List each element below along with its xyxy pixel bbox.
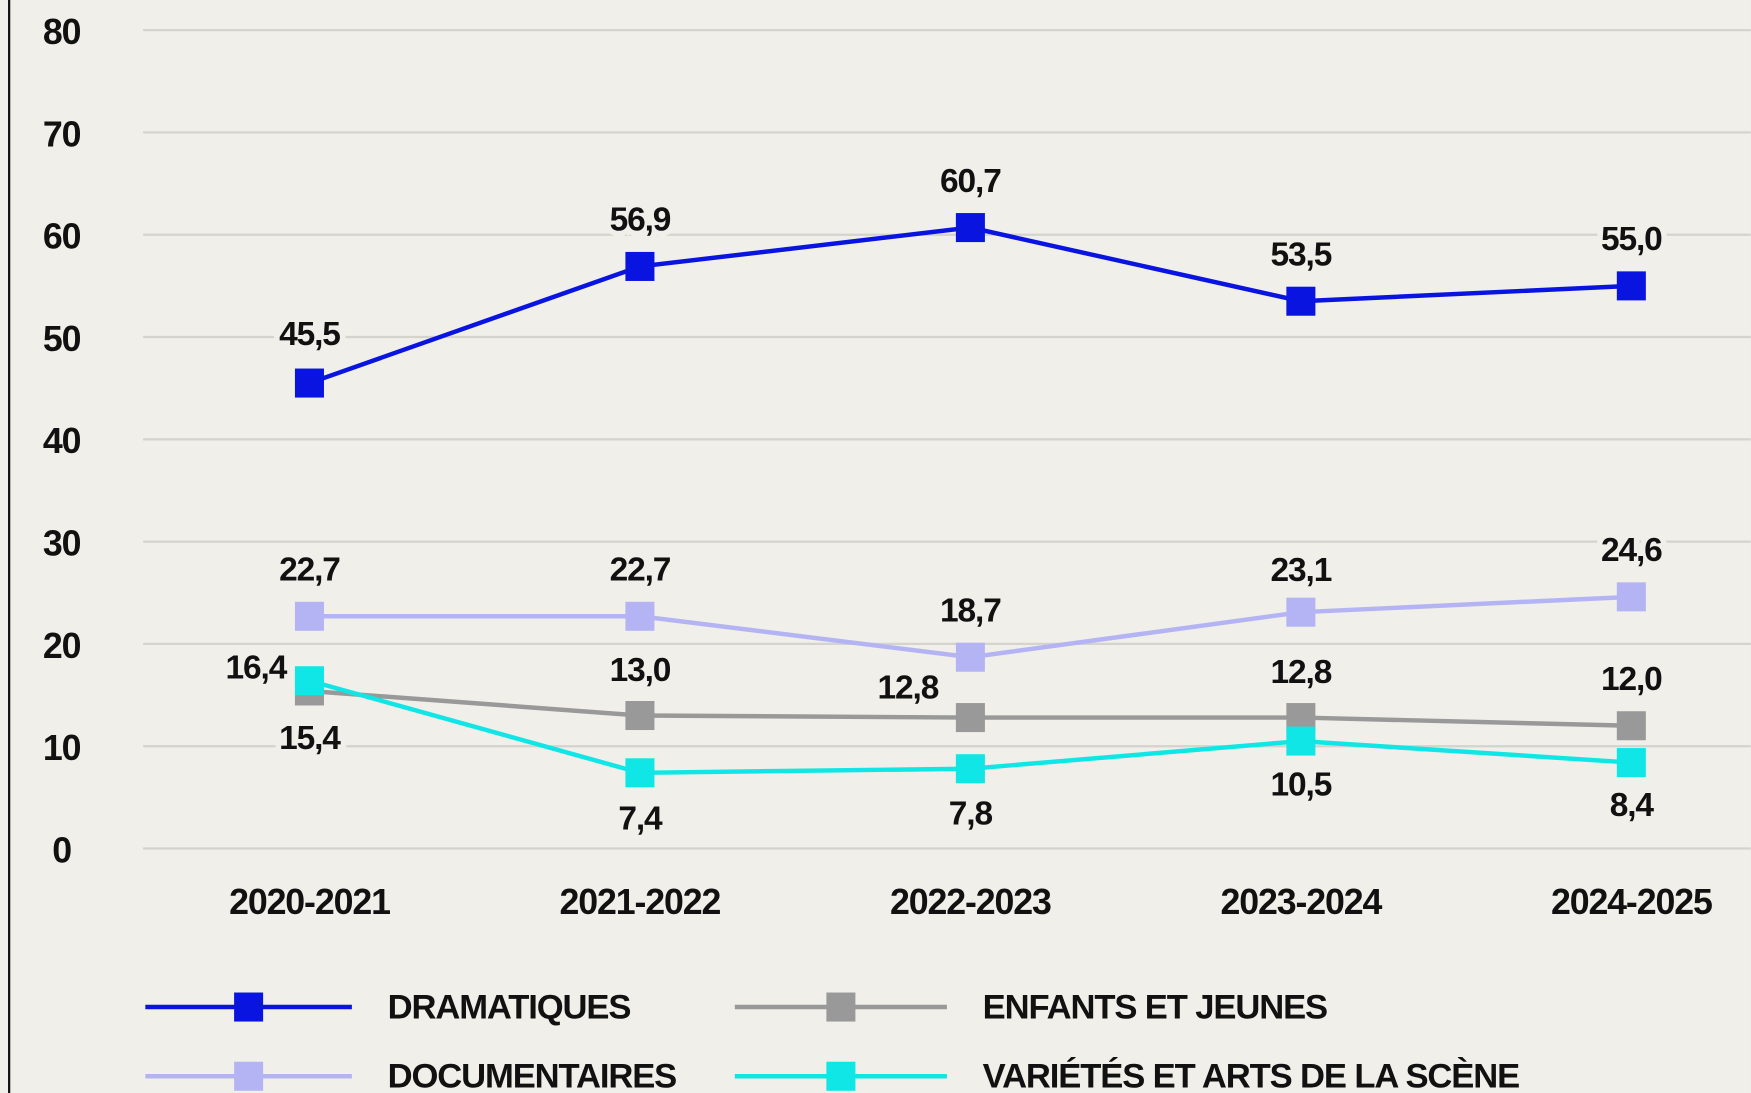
x-tick-label: 2021-2022 bbox=[560, 882, 721, 922]
legend-label: ENFANTS ET JEUNES bbox=[983, 988, 1327, 1026]
marker bbox=[625, 758, 655, 788]
x-tick-label: 2022-2023 bbox=[890, 882, 1051, 922]
value-label: 13,0 bbox=[610, 652, 671, 689]
x-tick-label: 2020-2021 bbox=[229, 882, 390, 922]
y-tick-label: 80 bbox=[43, 12, 81, 52]
marker bbox=[625, 701, 655, 731]
legend-marker bbox=[234, 1061, 264, 1091]
value-label: 53,5 bbox=[1271, 236, 1332, 273]
y-tick-label: 40 bbox=[43, 421, 81, 461]
y-tick-label: 10 bbox=[43, 728, 81, 768]
value-label: 12,0 bbox=[1601, 661, 1662, 698]
marker bbox=[1286, 726, 1316, 756]
x-tick-label: 2023-2024 bbox=[1220, 882, 1382, 922]
value-label: 45,5 bbox=[279, 316, 340, 353]
y-tick-label: 30 bbox=[43, 524, 81, 564]
legend-label: VARIÉTÉS ET ARTS DE LA SCÈNE bbox=[983, 1056, 1519, 1093]
marker bbox=[955, 642, 985, 672]
legend-marker bbox=[826, 1061, 856, 1091]
marker bbox=[294, 368, 324, 398]
marker bbox=[1616, 711, 1646, 741]
value-label: 12,8 bbox=[878, 669, 939, 706]
legend-label: DRAMATIQUES bbox=[388, 988, 631, 1026]
value-label: 56,9 bbox=[610, 202, 671, 239]
value-label: 24,6 bbox=[1601, 532, 1662, 569]
marker bbox=[1616, 582, 1646, 612]
marker bbox=[955, 213, 985, 243]
y-tick-label: 50 bbox=[43, 319, 81, 359]
value-label: 10,5 bbox=[1271, 767, 1332, 804]
marker bbox=[1286, 286, 1316, 316]
legend-marker bbox=[234, 992, 264, 1022]
value-label: 8,4 bbox=[1610, 787, 1655, 824]
value-label: 16,4 bbox=[226, 649, 288, 686]
value-label: 22,7 bbox=[610, 551, 671, 588]
y-tick-label: 20 bbox=[43, 626, 81, 666]
legend-label: DOCUMENTAIRES bbox=[388, 1058, 677, 1093]
value-label: 23,1 bbox=[1271, 552, 1332, 589]
value-label: 18,7 bbox=[940, 592, 1001, 629]
value-label: 7,4 bbox=[618, 801, 663, 838]
marker bbox=[625, 601, 655, 631]
marker bbox=[294, 666, 324, 696]
marker bbox=[1616, 748, 1646, 778]
value-label: 7,8 bbox=[949, 795, 993, 832]
marker bbox=[294, 601, 324, 631]
legend-marker bbox=[826, 992, 856, 1022]
marker bbox=[955, 754, 985, 784]
x-tick-label: 2024-2025 bbox=[1551, 882, 1712, 922]
marker bbox=[625, 251, 655, 281]
value-label: 12,8 bbox=[1271, 654, 1332, 691]
marker bbox=[1616, 271, 1646, 301]
y-tick-label: 70 bbox=[43, 114, 81, 154]
value-label: 15,4 bbox=[279, 720, 341, 757]
y-tick-label: 60 bbox=[43, 217, 81, 257]
value-label: 22,7 bbox=[279, 551, 340, 588]
marker bbox=[955, 703, 985, 733]
y-tick-label: 0 bbox=[52, 830, 71, 870]
marker bbox=[1286, 597, 1316, 627]
value-label: 55,0 bbox=[1601, 221, 1662, 258]
value-label: 60,7 bbox=[940, 163, 1001, 200]
